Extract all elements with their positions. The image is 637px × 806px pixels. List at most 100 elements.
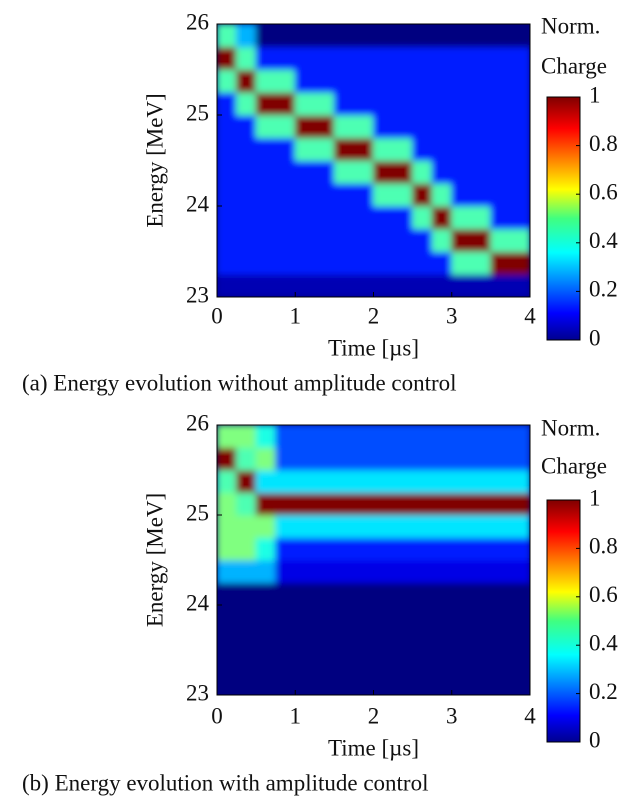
heatmap-cell: [451, 425, 472, 448]
heatmap-cell: [470, 425, 492, 448]
heatmap-cell: [490, 604, 511, 628]
heatmap-cell: [217, 69, 238, 93]
heatmap-cell: [412, 114, 433, 139]
heatmap-cell: [294, 228, 316, 252]
heatmap-cell: [431, 604, 453, 628]
heatmap-cell: [451, 604, 472, 628]
heatmap-cell: [431, 514, 453, 538]
heatmap-cell: [353, 114, 374, 139]
heatmap-cell: [333, 182, 355, 207]
heatmap-cell: [275, 537, 296, 561]
heatmap-cell: [451, 205, 472, 230]
heatmap-cell: [490, 205, 511, 230]
heatmap-cell: [451, 114, 472, 139]
heatmap-cell: [509, 447, 530, 471]
heatmap-cell: [353, 514, 374, 538]
heatmap-cell: [353, 447, 374, 471]
heatmap-cell: [490, 251, 511, 275]
heatmap-cell: [217, 46, 238, 70]
heatmap-cell: [509, 537, 530, 561]
heatmap-cell: [275, 91, 296, 116]
heatmap-cell: [333, 24, 355, 48]
colorbar: [546, 96, 581, 341]
heatmap-cell: [392, 492, 414, 516]
heatmap-cell: [236, 514, 257, 538]
heatmap-cell: [509, 69, 530, 93]
heatmap-cell: [275, 137, 296, 161]
heatmap: [217, 24, 530, 297]
heatmap-cell: [392, 627, 414, 651]
heatmap-cell: [236, 649, 257, 673]
heatmap-cell: [412, 447, 433, 471]
heatmap-cell: [412, 182, 433, 207]
heatmap-cell: [431, 182, 453, 207]
y-tick-label: 25: [186, 500, 209, 525]
colorbar-tick-label: 0.2: [589, 679, 618, 704]
heatmap-cell: [373, 69, 394, 93]
heatmap-cell: [314, 91, 335, 116]
heatmap-cell: [470, 91, 492, 116]
heatmap-cell: [236, 447, 257, 471]
heatmap-cell: [509, 91, 530, 116]
heatmap-cell: [314, 137, 335, 161]
heatmap-cell: [431, 114, 453, 139]
heatmap-cell: [373, 492, 394, 516]
heatmap-cell: [255, 273, 277, 297]
heatmap-cell: [275, 273, 296, 297]
heatmap-cell: [412, 649, 433, 673]
heatmap-cell: [470, 672, 492, 695]
heatmap-cell: [217, 492, 238, 516]
heatmap-cell: [353, 469, 374, 493]
heatmap-cell: [431, 46, 453, 70]
heatmap-cell: [275, 649, 296, 673]
heatmap-cell: [353, 492, 374, 516]
heatmap-cell: [333, 537, 355, 561]
heatmap-cell: [509, 649, 530, 673]
heatmap-cell: [217, 425, 238, 448]
heatmap-cell: [314, 469, 335, 493]
heatmap-cell: [314, 537, 335, 561]
heatmap-cell: [490, 114, 511, 139]
heatmap-cell: [451, 91, 472, 116]
heatmap-cell: [373, 469, 394, 493]
heatmap-cell: [451, 160, 472, 184]
heatmap-cell: [373, 672, 394, 695]
heatmap-cell: [470, 604, 492, 628]
heatmap-cell: [490, 91, 511, 116]
heatmap-cell: [314, 604, 335, 628]
heatmap-cell: [392, 273, 414, 297]
heatmap-cell: [392, 91, 414, 116]
heatmap-cell: [470, 137, 492, 161]
heatmap-cell: [236, 46, 257, 70]
heatmap-cell: [373, 425, 394, 448]
heatmap-cell: [373, 251, 394, 275]
y-tick-label: 24: [186, 191, 210, 216]
x-tick-label: 4: [524, 303, 536, 328]
heatmap-cell: [275, 160, 296, 184]
heatmap-cell: [353, 205, 374, 230]
heatmap-cell: [275, 604, 296, 628]
heatmap-cell: [412, 514, 433, 538]
heatmap-cell: [217, 604, 238, 628]
heatmap-cell: [431, 137, 453, 161]
heatmap-cell: [509, 273, 530, 297]
heatmap-cell: [294, 537, 316, 561]
heatmap-cell: [333, 604, 355, 628]
heatmap-cell: [431, 537, 453, 561]
heatmap-cell: [333, 205, 355, 230]
heatmap-cell: [412, 24, 433, 48]
heatmap-cell: [314, 182, 335, 207]
colorbar: [546, 499, 581, 743]
heatmap-cell: [412, 137, 433, 161]
heatmap-cell: [431, 205, 453, 230]
heatmap-cell: [314, 69, 335, 93]
heatmap-cell: [255, 514, 277, 538]
heatmap-cell: [431, 627, 453, 651]
heatmap-cell: [314, 514, 335, 538]
heatmap-cell: [412, 469, 433, 493]
heatmap-cell: [333, 514, 355, 538]
heatmap-cell: [275, 24, 296, 48]
heatmap-cell: [275, 46, 296, 70]
heatmap-cell: [431, 91, 453, 116]
heatmap-cell: [255, 251, 277, 275]
